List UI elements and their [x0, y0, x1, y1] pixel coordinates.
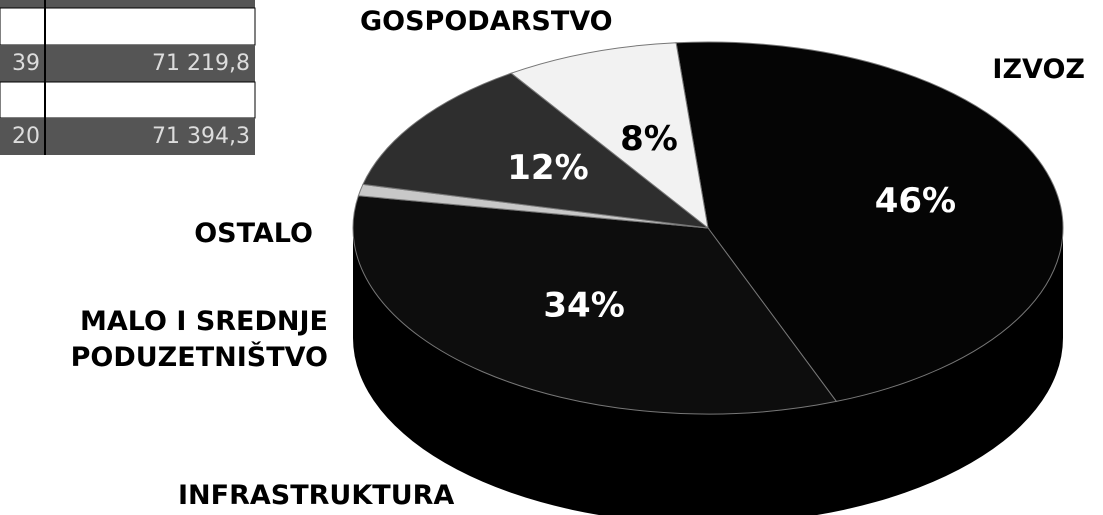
pie-slice — [362, 72, 710, 229]
category-label: GOSPODARSTVO — [360, 6, 613, 37]
table-frame — [0, 0, 256, 155]
value-label: 34% — [543, 286, 624, 326]
category-label: OSTALO — [194, 218, 313, 249]
category-label: MALO I SREDNJE PODUZETNIŠTVO — [70, 306, 328, 373]
value-label: 8% — [620, 119, 678, 159]
value-label: 46% — [875, 181, 956, 221]
value-label: 12% — [507, 148, 588, 188]
table-cell: 71 219,8 — [152, 51, 250, 76]
category-label: IZVOZ — [992, 54, 1085, 85]
table-cell: 71 394,3 — [152, 124, 250, 149]
table-cell: 39 — [12, 51, 40, 76]
table-cell: 20 — [12, 124, 40, 149]
pie-slice — [352, 195, 838, 415]
pie-slice — [510, 42, 709, 230]
category-label: INFRASTRUKTURA — [178, 480, 455, 511]
pie-slice — [675, 41, 1064, 402]
